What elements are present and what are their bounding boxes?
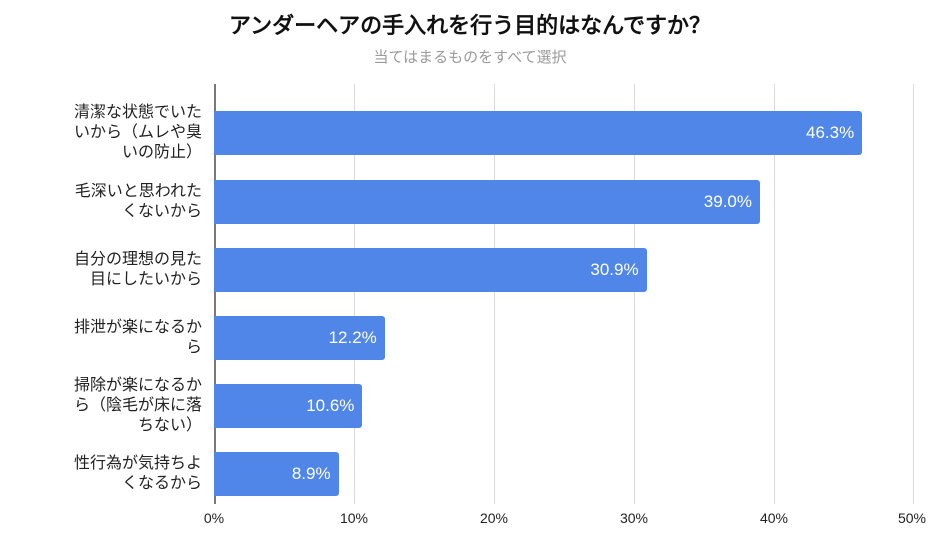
x-tick-label: 10% [339,510,369,526]
category-label-line: 自分の理想の見た [73,249,202,268]
bar-value-label: 12.2% [328,328,377,347]
x-tick-label: 20% [479,510,509,526]
category-label-line: 毛深いと思われた [74,181,202,200]
x-tick-label: 50% [897,510,927,526]
bar: 8.9% [214,452,339,496]
category-label-line: 排泄が楽になるか [73,317,202,336]
category-label-line: 清潔な状態でいた [73,102,202,121]
gridline-40 [774,84,775,504]
x-tick-label: 40% [759,510,789,526]
x-tick-label: 0% [203,510,225,526]
category-label: 掃除が楽になるか ら（陰毛が床に落 ちない） [12,375,202,435]
category-label-line: ら [185,337,202,356]
y-axis-line [214,84,216,504]
bar-value-label: 46.3% [805,123,855,142]
gridline-50 [913,84,914,504]
bar: 12.2% [214,316,385,360]
category-label-line: ら（陰毛が床に落 [73,395,202,414]
category-label-line: いから（ムレや臭 [73,122,202,141]
bar-value-label: 30.9% [590,260,639,279]
x-tick-label: 30% [619,510,649,526]
category-label: 自分の理想の見た 目にしたいから [12,249,202,289]
gridline-20 [494,84,495,504]
bar: 39.0% [214,180,760,224]
category-label-line: 掃除が楽になるか [73,375,202,394]
bar: 46.3% [214,111,863,155]
plot-area [214,84,914,504]
category-label: 毛深いと思われた くないから [12,181,202,221]
bar-value-label: 10.6% [306,396,355,415]
category-label-line: くなるから [121,473,202,492]
category-label: 性行為が気持ちよ くなるから [12,453,202,493]
category-label: 排泄が楽になるから [12,317,202,357]
chart-title: アンダーヘアの手入れを行う目的はなんですか？ [228,14,712,39]
category-label-line: くないから [121,201,202,220]
category-label-line: いの防止） [121,142,202,161]
category-label: 清潔な状態でいた いから（ムレや臭 いの防止） [12,102,202,162]
category-label-line: 目にしたいから [89,269,202,288]
category-label-line: 性行為が気持ちよ [73,453,202,472]
chart-subtitle: 当てはまるものをすべて選択 [373,48,567,66]
bar: 10.6% [214,384,363,428]
gridline-30 [634,84,635,504]
category-label-line: ちない） [137,415,202,434]
bar-value-label: 39.0% [703,192,752,211]
gridline-10 [354,84,355,504]
bar-value-label: 8.9% [291,464,331,483]
bar: 30.9% [214,248,647,292]
